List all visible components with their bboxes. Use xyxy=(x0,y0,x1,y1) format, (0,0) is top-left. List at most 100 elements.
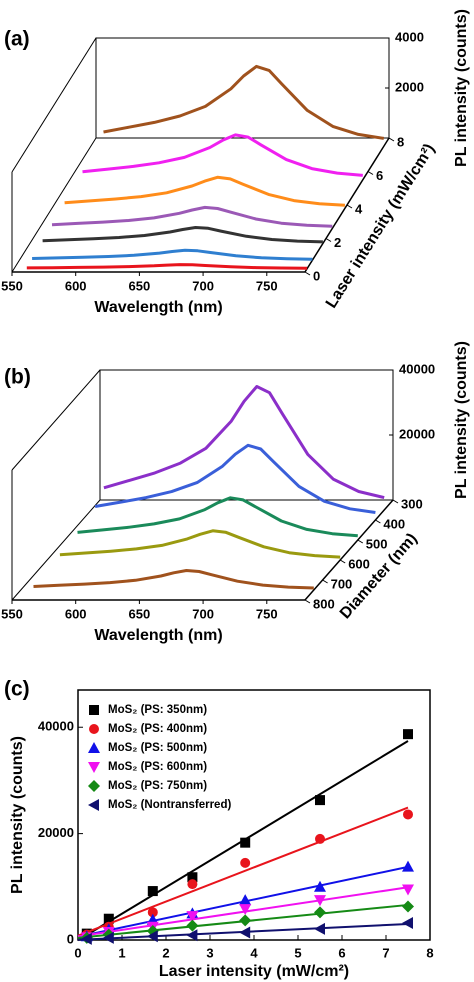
x-tick-label: 7 xyxy=(382,945,389,960)
depth-tick xyxy=(346,204,353,209)
data-point xyxy=(239,894,252,906)
legend-marker xyxy=(89,705,99,715)
panel-label: (c) xyxy=(4,678,30,701)
spectrum-line xyxy=(82,133,363,177)
x-tick-label: 600 xyxy=(65,606,87,621)
depth-tick xyxy=(325,238,332,242)
x-tick-label: 700 xyxy=(192,278,214,293)
depth-tick xyxy=(388,137,395,142)
back-wall xyxy=(95,37,390,139)
x-axis-label: Laser intensity (mW/cm²) xyxy=(159,963,349,980)
data-point xyxy=(403,809,413,820)
spectrum-line xyxy=(33,569,314,590)
x-tick-label: 700 xyxy=(192,606,214,621)
x-tick-label: 750 xyxy=(256,606,278,621)
depth-tick xyxy=(304,271,311,276)
data-point xyxy=(187,872,198,883)
y-tick-label: 0 xyxy=(67,931,74,946)
data-point xyxy=(186,911,199,923)
depth-tick xyxy=(375,519,381,524)
data-point xyxy=(239,904,252,916)
depth-tick xyxy=(304,599,311,604)
depth-tick-label: 0 xyxy=(313,268,320,283)
legend-label: MoS₂ (PS: 600nm) xyxy=(108,761,207,773)
depth-tick-label: 300 xyxy=(401,496,423,511)
data-point xyxy=(314,906,326,919)
legend-label: MoS₂ (Nontransferred) xyxy=(108,799,231,811)
frame-line xyxy=(11,369,101,471)
x-axis-label: Wavelength (nm) xyxy=(94,299,222,316)
legend-label: MoS₂ (PS: 500nm) xyxy=(108,742,207,754)
data-point xyxy=(239,914,252,927)
spectrum-line xyxy=(32,248,313,261)
depth-tick-label: 400 xyxy=(383,516,405,531)
x-tick-label: 650 xyxy=(129,606,151,621)
fit-line xyxy=(77,806,409,937)
data-point xyxy=(402,916,413,929)
back-wall xyxy=(99,369,394,501)
spectrum-line xyxy=(42,226,323,244)
data-point xyxy=(315,833,325,844)
x-tick-label: 650 xyxy=(129,278,151,293)
x-tick-label: 0 xyxy=(74,945,81,960)
legend-marker xyxy=(88,780,100,792)
data-point xyxy=(103,913,114,924)
x-axis-label: Wavelength (nm) xyxy=(94,627,222,644)
legend-label: MoS₂ (PS: 400nm) xyxy=(108,723,207,735)
depth-tick-label: 500 xyxy=(366,536,388,551)
z-tick-label: 40000 xyxy=(399,361,435,376)
x-tick-label: 750 xyxy=(256,278,278,293)
depth-tick-label: 8 xyxy=(397,134,404,149)
depth-tick-label: 6 xyxy=(376,168,383,183)
data-point xyxy=(403,729,413,740)
data-point xyxy=(102,931,114,944)
data-point xyxy=(240,857,251,868)
x-tick-label: 8 xyxy=(426,945,433,960)
data-point xyxy=(80,932,92,945)
legend-label: MoS₂ (PS: 750nm) xyxy=(108,780,207,792)
x-tick-label: 600 xyxy=(65,278,87,293)
data-point xyxy=(186,929,198,942)
data-point xyxy=(314,895,326,907)
depth-tick-label: 800 xyxy=(313,596,335,611)
spectrum-line xyxy=(26,263,308,270)
depth-tick xyxy=(392,499,399,504)
frame-line xyxy=(11,37,97,173)
depth-axis-label: Laser intensity (mW/cm²) xyxy=(323,141,438,311)
data-point xyxy=(146,930,158,943)
data-point xyxy=(240,837,251,848)
data-point xyxy=(239,926,251,939)
axis-line xyxy=(304,499,394,601)
legend-marker xyxy=(89,724,99,734)
fit-line xyxy=(77,886,409,938)
spectrum-line xyxy=(103,64,385,140)
legend-marker xyxy=(88,799,99,811)
depth-tick-label: 600 xyxy=(348,556,370,571)
depth-tick xyxy=(322,579,328,584)
data-point xyxy=(147,886,158,897)
panel-label: (a) xyxy=(4,28,30,51)
legend-marker xyxy=(88,762,100,773)
x-tick-label: 3 xyxy=(206,945,213,960)
z-tick-label: 2000 xyxy=(395,79,424,94)
x-tick-label: 550 xyxy=(1,606,23,621)
z-tick-label: 4000 xyxy=(395,29,424,44)
depth-tick-label: 4 xyxy=(355,201,363,216)
spectrum-line xyxy=(51,205,333,228)
data-point xyxy=(315,795,325,806)
spectrum-line xyxy=(77,496,358,538)
y-tick-label: 40000 xyxy=(38,719,74,734)
x-tick-label: 4 xyxy=(250,945,258,960)
data-point xyxy=(187,879,198,890)
panel-label: (b) xyxy=(4,366,31,389)
x-tick-label: 2 xyxy=(162,945,169,960)
data-point xyxy=(402,900,414,913)
data-point xyxy=(314,922,325,935)
data-point xyxy=(402,884,414,896)
legend-label: MoS₂ (PS: 350nm) xyxy=(108,704,207,716)
z-tick-label: 20000 xyxy=(399,426,435,441)
x-tick-label: 6 xyxy=(338,945,345,960)
data-point xyxy=(186,919,199,932)
depth-tick-label: 2 xyxy=(334,235,341,250)
